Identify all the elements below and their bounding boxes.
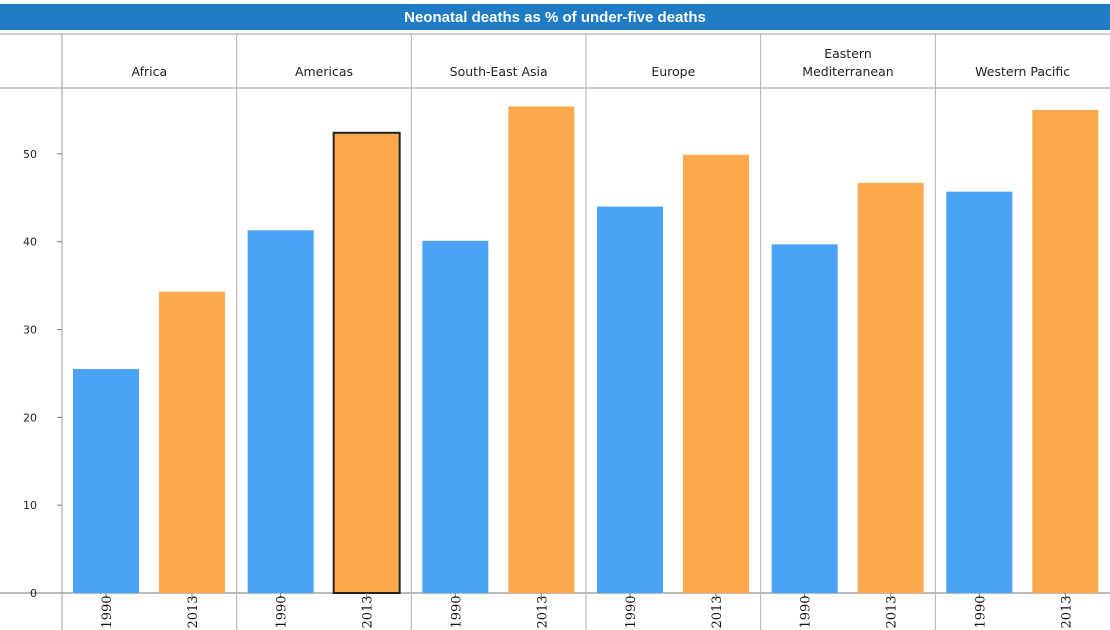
y-tick-label: 50	[23, 148, 37, 161]
x-tick-label: 1990	[799, 595, 814, 628]
x-tick-label: 2013	[885, 595, 900, 628]
bar-2013	[159, 291, 225, 593]
panel-label: Mediterranean	[802, 64, 893, 79]
x-tick-label: 1990	[275, 595, 290, 628]
x-tick-label: 2013	[1059, 595, 1074, 628]
panel-label: Eastern	[824, 46, 872, 61]
x-tick-label: 2013	[535, 595, 550, 628]
y-tick-label: 0	[30, 587, 37, 600]
bar-2013	[857, 182, 924, 593]
chart-title: Neonatal deaths as % of under-five death…	[404, 9, 706, 26]
bar-1990	[771, 244, 838, 593]
x-tick-label: 1990	[449, 595, 464, 628]
y-tick-label: 30	[23, 324, 37, 337]
panel-label: Africa	[132, 64, 168, 79]
bar-1990	[597, 206, 663, 593]
y-tick-label: 40	[23, 236, 37, 249]
bar-2013	[1032, 109, 1099, 594]
x-tick-label: 2013	[186, 595, 201, 628]
bar-1990	[247, 230, 314, 593]
bar-1990	[946, 191, 1013, 594]
panel-label: Europe	[651, 64, 695, 79]
y-tick-label: 20	[23, 411, 37, 424]
title-bar	[0, 4, 1110, 30]
bar-1990	[422, 240, 489, 594]
x-tick-label: 1990	[973, 595, 988, 628]
x-tick-label: 1990	[100, 595, 115, 628]
panel-label: Americas	[295, 64, 353, 79]
bar-2013	[332, 131, 401, 595]
bar-1990	[73, 369, 139, 593]
x-tick-label: 2013	[710, 595, 725, 628]
bar-2013	[508, 106, 575, 593]
y-tick-label: 10	[23, 499, 37, 512]
bar-2013	[683, 154, 749, 593]
x-tick-label: 1990	[624, 595, 639, 628]
panel-label: South-East Asia	[450, 64, 548, 79]
panel-label: Western Pacific	[975, 64, 1070, 79]
x-tick-label: 2013	[361, 595, 376, 628]
